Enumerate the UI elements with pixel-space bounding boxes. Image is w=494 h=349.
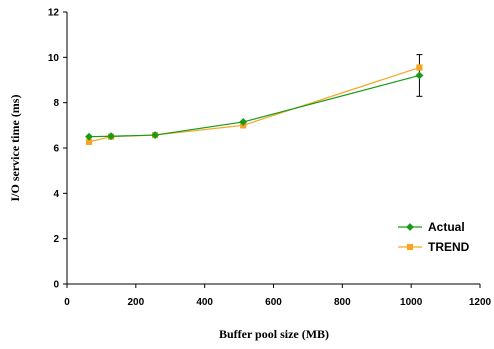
axes [66,12,480,285]
y-tick-label: 4 [53,189,59,200]
x-tick-label: 1200 [469,297,492,308]
x-ticks: 0 200 400 600 800 1000 1200 [64,284,492,308]
series-line-trend [88,66,420,143]
x-tick-label: 400 [196,297,213,308]
series-group [85,64,424,145]
x-tick-label: 600 [265,297,282,308]
data-point-actual [107,132,115,141]
x-axis-title: Buffer pool size (MB) [219,327,329,341]
data-point-trend [416,64,423,71]
data-point-actual [85,132,93,141]
x-tick-label: 800 [334,297,351,308]
y-axis-title: I/O service time (ms) [8,95,22,202]
y-tick-label: 12 [48,8,60,19]
data-point-actual [415,71,424,80]
x-tick-label: 1000 [400,297,423,308]
x-tick-label: 200 [127,297,144,308]
y-tick-label: 2 [53,234,59,245]
legend-marker-actual [406,223,414,231]
legend: Actual TREND [398,220,470,254]
legend-label-trend: TREND [428,240,470,254]
y-tick-label: 6 [53,144,59,155]
data-point-actual [151,131,160,139]
legend-label-actual: Actual [428,220,465,234]
x-tick-label: 0 [64,297,70,308]
data-point-actual [239,118,248,126]
legend-marker-trend [406,243,414,251]
y-tick-label: 0 [53,280,59,291]
y-tick-label: 8 [53,98,59,109]
series-line-actual [89,74,420,138]
y-tick-label: 10 [48,53,60,64]
y-ticks: 0 2 4 6 8 10 12 [48,8,67,291]
